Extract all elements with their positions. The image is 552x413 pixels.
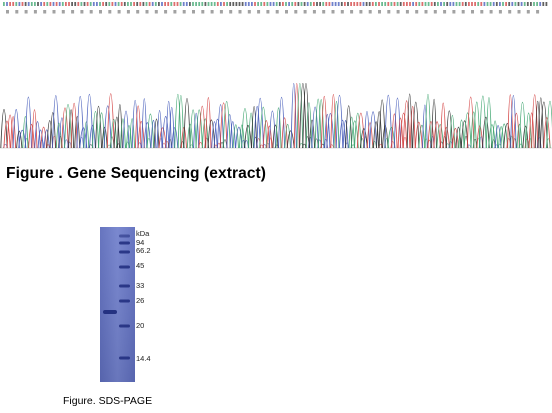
marker-band — [119, 299, 130, 303]
marker-label-20: 20 — [136, 321, 144, 330]
marker-band — [119, 241, 130, 245]
marker-label-33: 33 — [136, 281, 144, 290]
base-call-letter-strip — [3, 2, 548, 6]
sample-protein-band — [103, 310, 117, 314]
marker-band — [119, 324, 130, 328]
gel-lanes: kDa 94 66.2 45 33 26 20 14.4 — [100, 227, 151, 382]
gene-sequencing-chromatogram — [0, 0, 552, 152]
marker-band — [119, 265, 130, 269]
marker-label-66-2: 66.2 — [136, 246, 151, 255]
marker-label-26: 26 — [136, 296, 144, 305]
marker-band — [119, 250, 130, 254]
marker-band — [119, 234, 130, 238]
chromatogram-traces — [0, 2, 552, 149]
marker-bands — [119, 234, 130, 360]
sequencing-figure-caption: Figure . Gene Sequencing (extract) — [6, 165, 267, 182]
marker-band — [119, 356, 130, 360]
translation-letter-row — [6, 10, 540, 14]
marker-label-94: 94 — [136, 238, 144, 247]
sds-page-figure-caption: Figure. SDS-PAGE — [63, 395, 153, 407]
trace-peaks — [0, 83, 552, 149]
kda-unit-label: kDa — [136, 229, 150, 238]
marker-band — [119, 284, 130, 288]
marker-label-14-4: 14.4 — [136, 354, 151, 363]
sds-page-gel-image: kDa 94 66.2 45 33 26 20 14.4 — [100, 227, 160, 382]
marker-label-45: 45 — [136, 261, 144, 270]
